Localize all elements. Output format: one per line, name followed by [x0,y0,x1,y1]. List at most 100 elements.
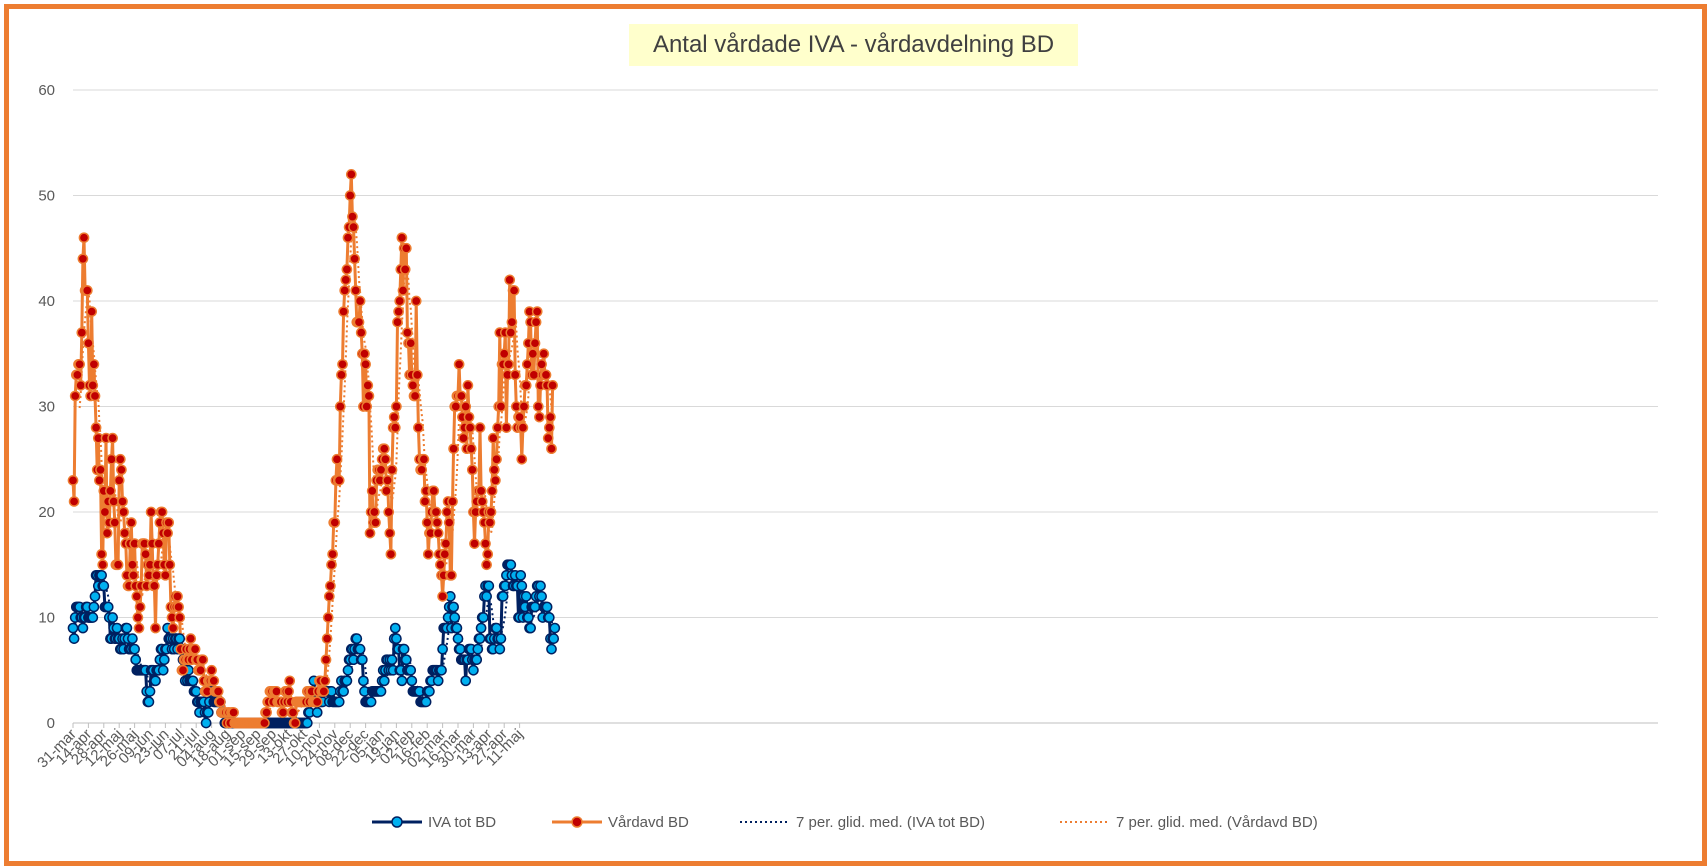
data-point [487,432,499,444]
data-point [98,580,110,592]
data-point [364,527,376,539]
data-point [67,622,79,634]
legend-swatch-ma-iva [740,821,790,823]
y-tick-label: 60 [38,82,55,99]
data-point [129,643,140,655]
data-point [463,411,475,423]
data-point [394,295,406,307]
data-point [195,664,206,676]
data-point [471,654,483,666]
data-point [354,295,366,307]
data-point [396,675,408,687]
data-point [431,517,443,528]
data-point [156,506,168,518]
data-point [523,612,534,623]
data-point [327,548,338,560]
data-point [549,622,561,634]
data-point [301,717,313,729]
data-point [476,496,488,507]
data-point [440,538,452,550]
data-point [353,316,365,328]
data-point [72,369,83,381]
data-point [475,622,487,634]
data-point [464,422,476,433]
legend-item-ma-iva: 7 per. glid. med. (IVA tot BD) [740,812,985,832]
legend-label-ma-vardavd: 7 per. glid. med. (Vårdavd BD) [1116,813,1318,831]
data-point [162,527,173,539]
data-point [311,707,323,718]
data-point [474,633,486,644]
data-point [75,380,87,391]
data-point [145,506,157,518]
y-axis-ticks: 0 10 20 30 40 50 60 [38,82,55,732]
data-point [514,411,525,423]
data-point [439,548,451,560]
data-point [167,622,179,634]
data-point [474,422,486,433]
data-point [419,496,431,507]
data-point [477,612,489,623]
data-point [504,274,516,286]
data-point [416,464,428,476]
data-point [378,443,390,455]
data-point [360,358,371,370]
data-point [384,527,396,539]
data-point [320,654,332,666]
legend-swatch-ma-vardavd [1060,821,1110,823]
data-point [338,306,349,317]
data-point [469,538,480,550]
data-point [546,643,557,655]
data-point [172,591,183,602]
data-point [389,622,401,634]
data-point [128,569,139,581]
data-point [548,633,560,644]
data-point [86,306,98,317]
data-point [337,358,348,370]
data-point [547,380,558,391]
data-point [356,654,368,666]
data-point [108,496,120,507]
data-point [119,527,131,539]
data-point [409,390,421,402]
data-point [397,285,409,296]
data-point [389,422,401,433]
data-point [68,633,80,644]
data-point [333,696,345,708]
data-point [344,190,356,201]
data-point [341,264,353,275]
data-point [491,622,502,634]
y-tick-label: 0 [47,715,55,732]
data-point [448,601,459,613]
data-point [318,686,330,697]
data-point [341,675,353,687]
data-point [228,707,239,718]
data-point [540,369,552,381]
data-point [125,517,137,528]
data-point [331,453,343,465]
data-point [143,696,155,708]
data-point [393,306,404,317]
data-point [174,633,186,644]
data-point [428,485,440,497]
data-point [490,475,501,486]
data-point [144,686,156,697]
data-point [450,401,462,412]
data-point [127,559,138,571]
data-point [495,401,507,412]
data-point [541,601,553,613]
data-point [436,664,447,676]
data-point [121,622,133,634]
data-point [432,675,444,687]
data-point [114,453,126,465]
data-point [134,601,146,613]
data-point [518,401,530,412]
data-point [452,633,464,644]
data-point [336,369,347,381]
data-point [503,358,514,370]
data-point [96,569,107,581]
data-point [325,580,336,592]
data-point [101,527,113,539]
data-point [190,686,202,697]
data-point [443,517,455,528]
